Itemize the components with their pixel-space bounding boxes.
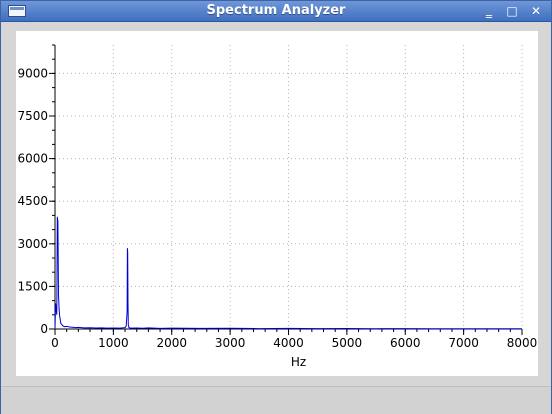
spectrum-line	[54, 216, 522, 330]
y-tick-label: 3000	[17, 237, 48, 251]
close-button[interactable]: ✕	[530, 4, 542, 18]
title-bar[interactable]: Spectrum Analyzer ‗ □ ✕	[1, 1, 551, 22]
y-tick-label: 6000	[17, 152, 48, 166]
x-axis-label: Hz	[291, 355, 306, 369]
spectrum-chart: 0 1000 2000 3000 4000 5000 6000 7000 8000 0 1500 30…	[17, 44, 538, 369]
client-area: 0 1000 2000 3000 4000 5000 6000 7000 8000 0 1500 30…	[1, 22, 551, 414]
y-tick-label: 1500	[17, 279, 48, 293]
y-tick-label: 9000	[17, 66, 48, 80]
y-tick-label: 4500	[17, 194, 48, 208]
window-icon[interactable]	[8, 5, 26, 17]
x-tick-label: 0	[51, 336, 59, 350]
status-bar	[1, 386, 551, 414]
x-tick-label: 5000	[332, 336, 363, 350]
maximize-button[interactable]: □	[506, 4, 518, 18]
x-tick-label: 8000	[507, 336, 538, 350]
x-tick-label: 3000	[215, 336, 246, 350]
x-tick-label: 2000	[156, 336, 187, 350]
x-tick-label: 6000	[390, 336, 421, 350]
x-tick-label: 1000	[98, 336, 129, 350]
window-title: Spectrum Analyzer	[206, 3, 346, 18]
y-tick-label: 7500	[17, 109, 48, 123]
minimize-button[interactable]: ‗	[486, 4, 492, 18]
x-tick-label: 7000	[448, 336, 479, 350]
plot-panel: 0 1000 2000 3000 4000 5000 6000 7000 8000 0 1500 30…	[16, 31, 538, 376]
y-tick-label: 0	[40, 322, 48, 336]
x-tick-label: 4000	[273, 336, 304, 350]
